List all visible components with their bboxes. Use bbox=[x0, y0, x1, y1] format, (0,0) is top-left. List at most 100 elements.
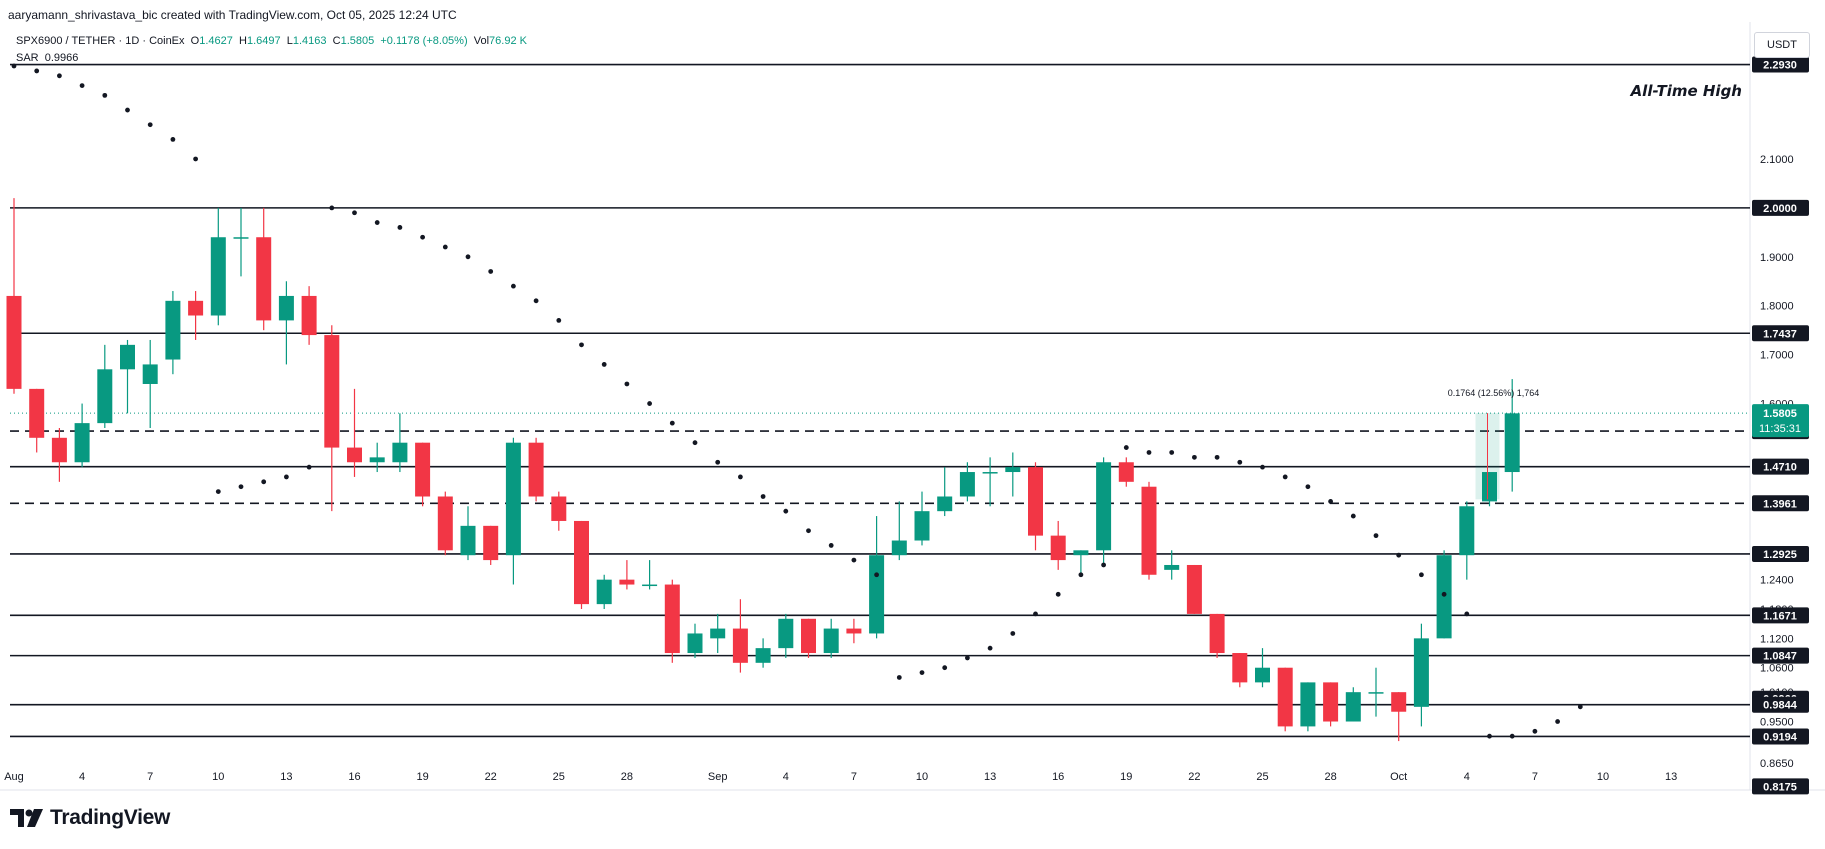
symbol-legend[interactable]: SPX6900 / TETHER · 1D · CoinEx O1.4627 H… bbox=[16, 35, 527, 47]
price-tick-label: 0.9500 bbox=[1760, 717, 1794, 729]
candle-body bbox=[1277, 667, 1293, 727]
price-tick-label: 1.1200 bbox=[1760, 633, 1794, 645]
candle-body bbox=[1073, 550, 1089, 556]
candle-body bbox=[256, 237, 272, 321]
sar-dot bbox=[261, 479, 267, 485]
time-tick-label: 19 bbox=[416, 771, 428, 783]
candle-body bbox=[1118, 462, 1134, 482]
candle-body bbox=[415, 442, 431, 497]
time-tick-label: 25 bbox=[1256, 771, 1268, 783]
price-tick-label: 1.9000 bbox=[1760, 252, 1794, 264]
time-tick-label: 16 bbox=[1052, 771, 1064, 783]
sar-dot bbox=[57, 73, 62, 79]
price-tick-label: 0.8650 bbox=[1760, 758, 1794, 770]
candle-body bbox=[97, 369, 113, 424]
tradingview-logo-icon bbox=[10, 809, 43, 827]
sar-dot bbox=[329, 205, 335, 211]
sar-dot bbox=[669, 420, 675, 426]
sar-dot bbox=[1033, 611, 1038, 617]
level-label-box bbox=[1752, 728, 1809, 745]
sar-dot bbox=[624, 381, 630, 387]
volume-label: Vol bbox=[473, 35, 490, 47]
sar-dot bbox=[306, 464, 312, 470]
sar-dot bbox=[783, 508, 789, 514]
close-value: 1.5805 bbox=[340, 35, 375, 47]
sar-value: 0.9966 bbox=[44, 52, 79, 64]
candle-body bbox=[755, 648, 771, 663]
time-tick-label: 22 bbox=[485, 771, 497, 783]
candle-body bbox=[278, 295, 294, 321]
high-label: H bbox=[239, 35, 247, 47]
sar-dot bbox=[919, 670, 925, 675]
candle-body bbox=[574, 520, 589, 605]
time-tick-label: Oct bbox=[1390, 771, 1407, 783]
sar-dot bbox=[1441, 591, 1447, 597]
sar-legend[interactable]: SAR 0.9966 bbox=[16, 52, 78, 64]
candle-body bbox=[347, 447, 362, 463]
candle-body bbox=[914, 511, 930, 541]
level-label-box bbox=[1752, 199, 1809, 216]
price-tick-label: 2.1000 bbox=[1760, 154, 1794, 166]
candle-body bbox=[74, 423, 90, 463]
sar-dot bbox=[1146, 450, 1152, 455]
candle-body bbox=[1459, 506, 1475, 556]
candle-body bbox=[687, 633, 703, 654]
sar-dot bbox=[1192, 454, 1197, 460]
candle-body bbox=[369, 457, 385, 463]
time-tick-label: 13 bbox=[984, 771, 996, 783]
sar-dot bbox=[374, 220, 380, 225]
horizontal-levels bbox=[10, 63, 1750, 738]
candle-body bbox=[165, 300, 181, 360]
countdown-text: 11:35:31 bbox=[1759, 423, 1801, 435]
candle-body bbox=[732, 628, 748, 663]
time-tick-label: 10 bbox=[916, 771, 928, 783]
sar-dot bbox=[170, 137, 176, 142]
sar-dot bbox=[896, 675, 902, 680]
candle-body bbox=[1368, 692, 1384, 694]
sar-dot bbox=[1260, 464, 1265, 470]
currency-badge[interactable]: USDT bbox=[1754, 32, 1810, 58]
candle-body bbox=[1323, 682, 1339, 722]
candle-body bbox=[392, 442, 408, 463]
sar-dot bbox=[1464, 611, 1470, 617]
level-label-text: 1.7437 bbox=[1763, 328, 1797, 340]
sar-dot bbox=[579, 342, 584, 348]
candle-body bbox=[619, 579, 635, 585]
candle-body bbox=[982, 472, 998, 474]
sar-label: SAR bbox=[16, 52, 39, 64]
sar-dot bbox=[1328, 498, 1333, 504]
sar-dot bbox=[1419, 572, 1424, 578]
symbol-name: SPX6900 / TETHER · 1D · CoinEx bbox=[16, 35, 185, 47]
candle-body bbox=[233, 237, 249, 239]
sar-dot bbox=[806, 528, 811, 534]
candle-body bbox=[869, 555, 885, 634]
candle-body bbox=[188, 300, 204, 316]
level-label-text: 2.2930 bbox=[1763, 60, 1797, 72]
level-label-text: 1.2925 bbox=[1763, 549, 1797, 561]
time-tick-label: 10 bbox=[1597, 771, 1609, 783]
time-ticks: Aug 4 7 10 13 16 19 22 25 28 Sep 4 7 10 13 16 19 22 25 28 Oc… bbox=[4, 771, 1677, 783]
sar-dot bbox=[79, 83, 85, 88]
time-tick-label: 4 bbox=[783, 771, 789, 783]
candle-body bbox=[1232, 653, 1248, 683]
parabolic-sar-dots bbox=[11, 63, 1583, 739]
candle-body bbox=[1436, 555, 1452, 639]
level-label-text: 1.0847 bbox=[1763, 651, 1797, 663]
candle-body bbox=[483, 525, 499, 561]
high-value: 1.6497 bbox=[246, 35, 281, 47]
time-tick-label: 7 bbox=[851, 771, 857, 783]
level-label-text: 1.1671 bbox=[1763, 610, 1797, 622]
sar-dot bbox=[1350, 513, 1356, 519]
sar-dot bbox=[1214, 454, 1220, 460]
sar-dot bbox=[1509, 733, 1515, 739]
sar-dot bbox=[34, 68, 40, 74]
time-tick-label: 7 bbox=[1532, 771, 1538, 783]
level-label-box bbox=[1752, 56, 1809, 73]
candle-body bbox=[596, 579, 612, 605]
sar-dot bbox=[1237, 459, 1243, 465]
price-level-labels: 2.29302.00001.74371.54371.47101.39611.29… bbox=[1752, 56, 1809, 795]
sar-dot bbox=[556, 317, 562, 323]
time-tick-label: 10 bbox=[212, 771, 224, 783]
candles bbox=[6, 198, 1520, 742]
